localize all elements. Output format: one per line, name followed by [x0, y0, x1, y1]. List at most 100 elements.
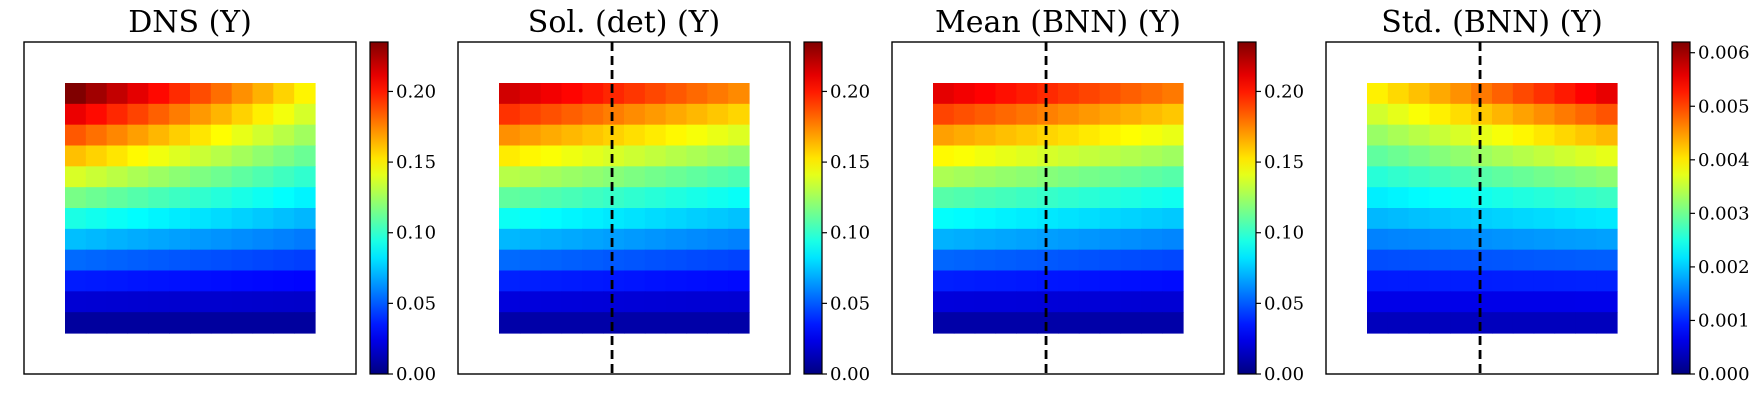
heatmap-cell — [974, 312, 997, 334]
heatmap-cell — [210, 145, 233, 167]
heatmap-cell — [1141, 291, 1163, 313]
heatmap-cell — [106, 208, 129, 230]
heatmap-cell — [210, 291, 233, 313]
heatmap-cell — [1141, 228, 1163, 251]
heatmap-cell — [1141, 187, 1163, 209]
heatmap-cell — [499, 145, 521, 167]
heatmap-cell — [1450, 270, 1472, 292]
heatmap-cell — [1408, 208, 1431, 230]
heatmap-cell — [1408, 103, 1431, 126]
heatmap-cell — [1141, 312, 1163, 334]
heatmap-cell — [1408, 312, 1431, 334]
colorbar-tick-label: 0.00 — [1264, 364, 1304, 385]
heatmap-cell — [1471, 103, 1493, 126]
heatmap-cell — [603, 166, 625, 188]
heatmap-cell — [169, 124, 191, 147]
heatmap-cell — [953, 124, 976, 147]
heatmap-cell — [65, 228, 87, 251]
heatmap-cell — [1099, 291, 1122, 313]
heatmap-cell — [707, 145, 729, 167]
heatmap-cell — [190, 208, 212, 230]
heatmap-cell — [561, 103, 583, 126]
heatmap-cell — [231, 208, 254, 230]
heatmap-cell — [707, 312, 729, 334]
heatmap-cell — [665, 291, 688, 313]
heatmap-cell — [1120, 270, 1142, 292]
heatmap-cell — [85, 187, 108, 209]
heatmap-cell — [519, 291, 542, 313]
heatmap-cell — [953, 249, 976, 272]
heatmap-cell — [1141, 124, 1163, 147]
heatmap-cell — [665, 145, 688, 167]
heatmap-cell — [1575, 312, 1597, 334]
heatmap-cell — [1016, 249, 1038, 272]
heatmap-cell — [1554, 270, 1576, 292]
heatmap-cell — [540, 124, 563, 147]
heatmap-cell — [252, 291, 274, 313]
heatmap-cell — [707, 166, 729, 188]
heatmap-cell — [1533, 145, 1556, 167]
heatmap-cell — [665, 249, 688, 272]
heatmap-cell — [953, 270, 976, 292]
heatmap-cell — [252, 270, 274, 292]
heatmap-cell — [1471, 291, 1493, 313]
panel-title: Sol. (det) (Y) — [528, 5, 720, 40]
colorbar-tick-label: 0.006 — [1698, 43, 1750, 64]
heatmap-cell — [1162, 166, 1184, 188]
heatmap-cell — [1596, 145, 1618, 167]
colorbar-tick-label: 0.15 — [830, 152, 870, 173]
colorbar-tick-label: 0.10 — [830, 223, 870, 244]
heatmap-cell — [65, 270, 87, 292]
heatmap-cell — [1450, 228, 1472, 251]
heatmap-cell — [1367, 83, 1389, 105]
heatmap-cell — [1512, 103, 1535, 126]
heatmap-cell — [210, 124, 233, 147]
heatmap-cell — [624, 270, 646, 292]
heatmap-cell — [85, 270, 108, 292]
heatmap-cell — [85, 145, 108, 167]
heatmap-cell — [1575, 124, 1597, 147]
heatmap-cell — [499, 249, 521, 272]
heatmap-cell — [190, 145, 212, 167]
heatmap-cell — [519, 228, 542, 251]
heatmap-cell — [603, 124, 625, 147]
heatmap-cell — [169, 249, 191, 272]
heatmap-cell — [499, 208, 521, 230]
colorbar-tick-label: 0.003 — [1698, 203, 1750, 224]
heatmap-cell — [1429, 291, 1451, 313]
heatmap-cell — [127, 166, 149, 188]
heatmap-cell — [995, 187, 1017, 209]
heatmap-cell — [519, 145, 542, 167]
heatmap-cell — [561, 83, 583, 105]
heatmap-cell — [561, 228, 583, 251]
heatmap-cell — [728, 208, 750, 230]
heatmap-cell — [1554, 83, 1576, 105]
heatmap-cell — [499, 83, 521, 105]
heatmap-cell — [106, 145, 129, 167]
heatmap-cell — [1367, 166, 1389, 188]
heatmap-cell — [1120, 103, 1142, 126]
heatmap-cell — [1492, 103, 1514, 126]
heatmap-cell — [65, 187, 87, 209]
heatmap-cell — [273, 249, 295, 272]
heatmap-cell — [106, 312, 129, 334]
heatmap-cell — [1596, 270, 1618, 292]
heatmap-cell — [1037, 103, 1059, 126]
heatmap-cell — [582, 208, 604, 230]
heatmap-cell — [519, 208, 542, 230]
heatmap-cell — [1429, 124, 1451, 147]
heatmap-cell — [65, 208, 87, 230]
heatmap-cell — [1099, 166, 1122, 188]
heatmap-cell — [273, 187, 295, 209]
heatmap-cell — [1387, 83, 1410, 105]
heatmap-cell — [231, 228, 254, 251]
heatmap-cell — [190, 187, 212, 209]
heatmap-cell — [1429, 228, 1451, 251]
heatmap-cell — [1099, 208, 1122, 230]
heatmap-cell — [1120, 124, 1142, 147]
heatmap-cell — [540, 249, 563, 272]
heatmap-cell — [1387, 208, 1410, 230]
heatmap-cell — [65, 83, 87, 105]
heatmap-cell — [686, 166, 708, 188]
panel-title: DNS (Y) — [128, 5, 252, 40]
